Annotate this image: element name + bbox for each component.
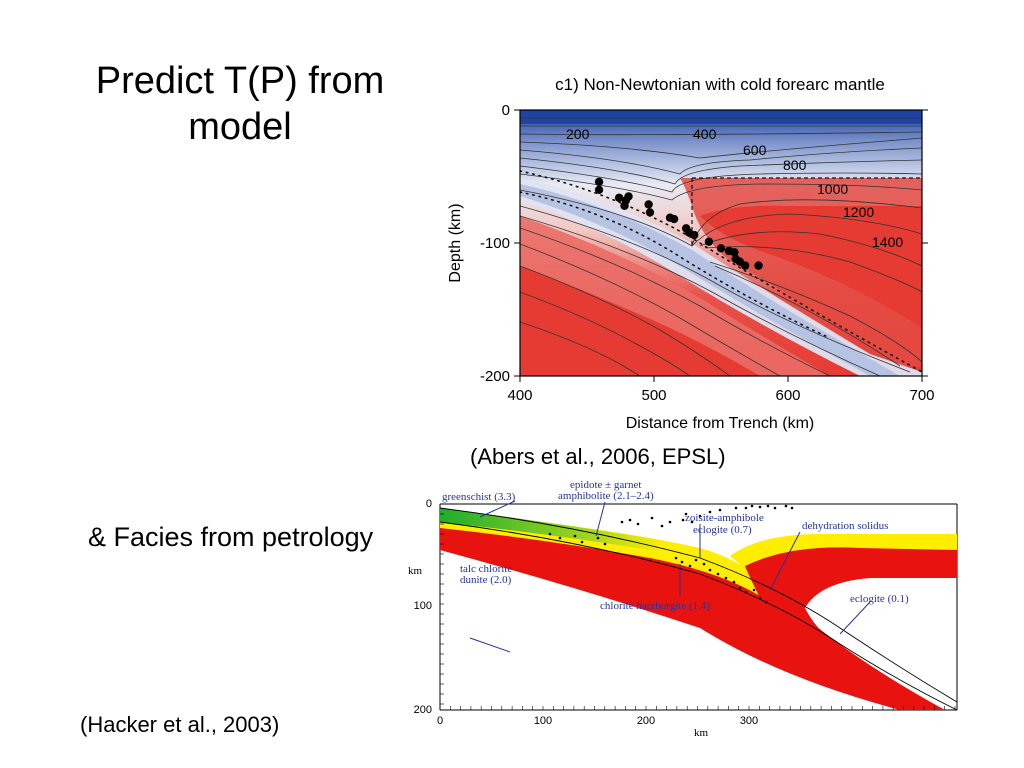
- earthquake-point: [644, 200, 653, 209]
- facies-earthquake-dot: [636, 522, 640, 526]
- citation-abers: (Abers et al., 2006, EPSL): [470, 444, 726, 469]
- thermal-model-chart: c1) Non-Newtonian with cold forearc mant…: [447, 75, 935, 432]
- facies-earthquake-dot: [708, 510, 712, 514]
- x-tick-label: 700: [909, 387, 934, 404]
- facies-earthquake-dot: [690, 520, 694, 524]
- x-tick-label: 600: [775, 387, 800, 404]
- facies-earthquake-dot: [764, 600, 768, 604]
- facies-x-tick-label: 100: [534, 715, 552, 727]
- facies-x-tick-label: 300: [740, 715, 758, 727]
- earthquake-point: [754, 261, 763, 270]
- facies-earthquake-dot: [708, 568, 712, 572]
- label-chlorite: chlorite harzburgite (1.4): [600, 600, 710, 612]
- facies-earthquake-dot: [790, 506, 794, 510]
- earthquake-point: [716, 244, 726, 253]
- facies-earthquake-dot: [674, 556, 678, 560]
- facies-earthquake-dot: [596, 536, 600, 540]
- earthquake-point: [690, 230, 699, 240]
- y-tick-label: 0: [502, 102, 510, 119]
- facies-earthquake-dot: [681, 518, 685, 522]
- contour-label: 400: [693, 126, 717, 142]
- earthquake-point: [645, 208, 655, 217]
- facies-earthquake-dot: [758, 505, 762, 509]
- label-dehydration: dehydration solidus: [802, 520, 888, 532]
- facies-earthquake-dot: [750, 504, 754, 508]
- chart-title: c1) Non-Newtonian with cold forearc mant…: [555, 75, 885, 94]
- facies-earthquake-dot: [680, 560, 684, 564]
- earthquake-point: [740, 261, 750, 270]
- facies-earthquake-dot: [784, 504, 788, 508]
- facies-earthquake-dot: [688, 564, 692, 568]
- facies-earthquake-dot: [734, 506, 738, 510]
- facies-earthquake-dot: [738, 586, 742, 590]
- facies-earthquake-dot: [732, 580, 736, 584]
- label-eclogite-07: eclogite (0.7): [693, 524, 752, 536]
- slide-title: Predict T(P) from model: [60, 58, 420, 150]
- earthquake-point: [624, 192, 633, 201]
- facies-earthquake-dot: [698, 514, 702, 518]
- x-tick-label: 500: [641, 387, 666, 404]
- facies-earthquake-dot: [716, 572, 720, 576]
- facies-earthquake-dot: [758, 596, 762, 600]
- earthquake-point: [594, 177, 604, 187]
- facies-diagram: greenschist (3.3) epidote ± garnet amphi…: [408, 479, 958, 739]
- citation-hacker: (Hacker et al., 2003): [80, 712, 280, 737]
- earthquake-point: [594, 185, 604, 194]
- facies-earthquake-dot: [702, 562, 706, 566]
- title-line-1: Predict T(P) from: [95, 60, 385, 102]
- contour-label: 600: [743, 142, 767, 158]
- facies-earthquake-dot: [744, 506, 748, 510]
- facies-earthquake-dot: [684, 512, 688, 516]
- contour-label: 200: [566, 126, 590, 142]
- facies-earthquake-dot: [620, 520, 624, 524]
- facies-earthquake-dot: [744, 590, 748, 594]
- facies-earthquake-dot: [724, 576, 728, 580]
- y-axis-label: Depth (km): [447, 203, 464, 282]
- y-tick-label: -200: [480, 368, 510, 385]
- facies-earthquake-dot: [694, 558, 698, 562]
- facies-earthquake-dot: [668, 520, 672, 524]
- earthquake-point: [730, 248, 739, 257]
- facies-earthquake-dot: [573, 534, 577, 538]
- label-epidote-1: epidote ± garnet: [570, 479, 641, 491]
- facies-y-tick-label: 100: [414, 600, 432, 612]
- label-eclogite-01: eclogite (0.1): [850, 593, 909, 605]
- label-greenschist: greenschist (3.3): [442, 491, 516, 503]
- facies-earthquake-dot: [548, 532, 552, 536]
- title-line-2: model: [188, 106, 292, 148]
- contour-label: 800: [783, 157, 807, 173]
- contour-label: 1200: [843, 204, 874, 220]
- facies-y-tick-label: 0: [426, 498, 432, 510]
- facies-y-tick-label: 200: [414, 704, 432, 716]
- label-talc-1: talc chlorite: [460, 563, 512, 575]
- x-axis-label: Distance from Trench (km): [626, 415, 814, 432]
- x-tick-label: 400: [507, 387, 532, 404]
- facies-earthquake-dot: [752, 588, 756, 592]
- facies-earthquake-dot: [580, 540, 584, 544]
- facies-x-tick-label: 0: [437, 715, 443, 727]
- facies-earthquake-dot: [773, 506, 777, 510]
- facies-label: & Facies from petrology: [88, 522, 374, 552]
- contour-label: 1000: [817, 181, 848, 197]
- facies-earthquake-dot: [650, 516, 654, 520]
- earthquake-point: [614, 193, 624, 202]
- facies-y-axis-label: km: [408, 565, 423, 577]
- earthquake-point: [669, 214, 679, 224]
- label-zoisite: zoisite-amphibole: [685, 512, 764, 524]
- facies-earthquake-dot: [718, 508, 722, 512]
- label-talc-2: dunite (2.0): [460, 574, 512, 586]
- label-epidote-2: amphibolite (2.1–2.4): [558, 490, 654, 502]
- earthquake-point: [620, 201, 629, 210]
- y-tick-label: -100: [480, 235, 510, 252]
- facies-earthquake-dot: [558, 536, 562, 540]
- facies-x-tick-label: 200: [637, 715, 655, 727]
- facies-earthquake-dot: [603, 542, 607, 546]
- facies-x-axis-label: km: [694, 727, 709, 739]
- facies-earthquake-dot: [660, 524, 664, 528]
- facies-earthquake-dot: [766, 504, 770, 508]
- contour-label: 1400: [872, 234, 903, 250]
- facies-earthquake-dot: [628, 518, 632, 522]
- earthquake-point: [704, 237, 714, 246]
